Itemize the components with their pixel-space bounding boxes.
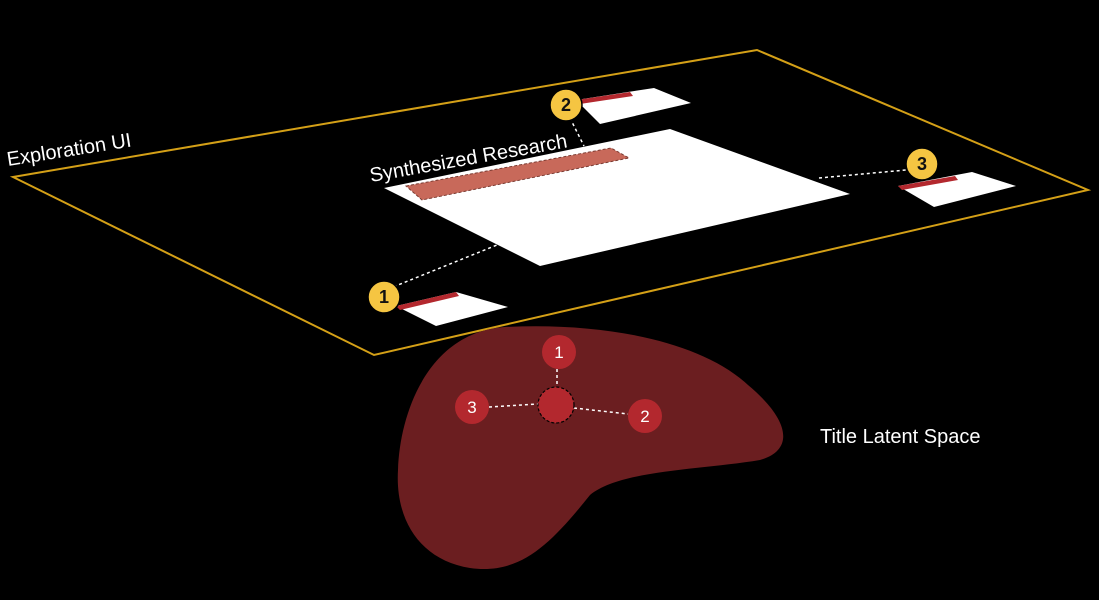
source-card-1 [396, 292, 508, 326]
ui-marker-2: 2 [549, 88, 583, 122]
latent-link-3 [488, 403, 539, 408]
ui-marker-3: 3 [905, 147, 939, 181]
latent-space-region [397, 326, 784, 570]
latent-centroid [537, 386, 575, 424]
ui-marker-1: 1 [367, 280, 401, 314]
research-highlight-bar [404, 147, 631, 201]
connector-line-1 [387, 244, 498, 290]
exploration-ui-plane [9, 48, 1092, 357]
svg-text:2: 2 [640, 407, 649, 426]
synthesized-research-card [384, 129, 850, 266]
exploration-ui-label: Exploration UI [5, 130, 133, 171]
svg-text:2: 2 [561, 95, 571, 115]
svg-text:3: 3 [917, 154, 927, 174]
source-card-3 [898, 172, 1016, 207]
latent-node-1: 1 [542, 335, 576, 369]
connector-line-2 [569, 117, 585, 147]
latent-node-3: 3 [455, 390, 489, 424]
latent-node-2: 2 [628, 399, 662, 433]
svg-text:1: 1 [554, 343, 563, 362]
connector-line-3 [818, 169, 907, 179]
title-latent-space-label: Title Latent Space [820, 426, 980, 448]
source-card-2 [576, 88, 691, 124]
svg-text:3: 3 [467, 398, 476, 417]
svg-text:1: 1 [379, 287, 389, 307]
